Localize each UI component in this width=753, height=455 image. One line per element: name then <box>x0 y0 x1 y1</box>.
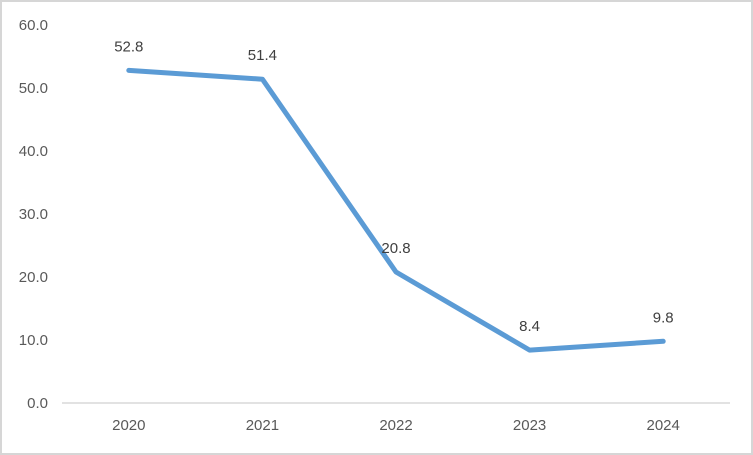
data-point-label: 9.8 <box>653 309 674 326</box>
y-axis-tick-label: 30.0 <box>19 206 48 223</box>
y-axis-tick-label: 60.0 <box>19 17 48 34</box>
data-series-line <box>126 67 666 353</box>
y-axis-tick-label: 10.0 <box>19 332 48 349</box>
data-point-label: 52.8 <box>114 38 143 55</box>
x-axis-tick-label: 2023 <box>513 417 546 434</box>
x-axis-tick-label: 2024 <box>647 417 680 434</box>
x-axis-tick-label: 2020 <box>112 417 145 434</box>
x-axis-tick-label: 2021 <box>246 417 279 434</box>
y-axis-tick-label: 50.0 <box>19 80 48 97</box>
data-point-label: 8.4 <box>519 318 540 335</box>
y-axis-tick-label: 40.0 <box>19 143 48 160</box>
data-point-label: 20.8 <box>381 240 410 257</box>
y-axis-tick-label: 20.0 <box>19 269 48 286</box>
x-axis-tick-label: 2022 <box>379 417 412 434</box>
y-axis-tick-label: 0.0 <box>27 395 48 412</box>
data-point-label: 51.4 <box>248 47 277 64</box>
